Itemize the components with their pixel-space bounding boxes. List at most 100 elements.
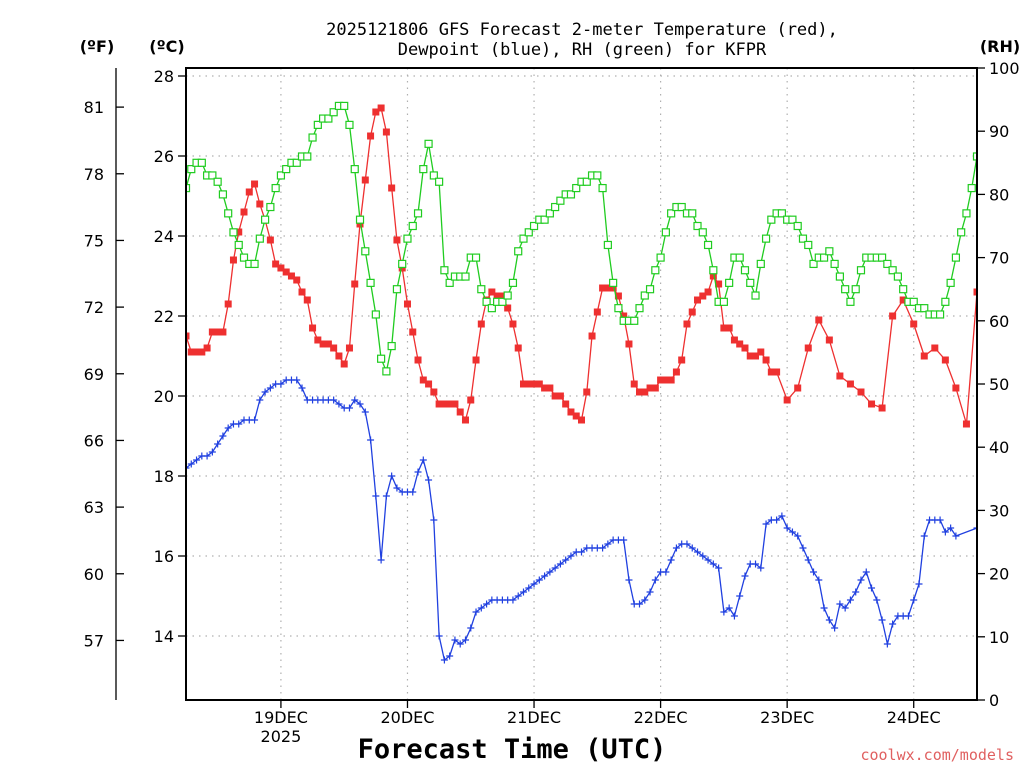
fahrenheit-unit-label: (ºF) (80, 37, 115, 56)
temperature-point (767, 368, 775, 376)
dewpoint-point (873, 596, 881, 604)
rh-point (413, 209, 423, 218)
rh-point (719, 297, 728, 306)
rh-point (709, 266, 718, 275)
dewpoint-point (330, 396, 338, 404)
temperature-point (266, 236, 274, 244)
dewpoint-point (762, 520, 770, 528)
rh-point (698, 228, 707, 237)
rh-point (218, 190, 228, 199)
dewpoint-point (636, 600, 644, 608)
temperature-point (382, 128, 390, 136)
dewpoint-point (646, 588, 654, 596)
rh-point (846, 297, 855, 306)
dewpoint-point (525, 584, 533, 592)
dewpoint-point (277, 380, 285, 388)
dewpoint-point (430, 516, 438, 524)
rh-point (830, 259, 839, 269)
rh-point (920, 304, 929, 313)
temperature-point (367, 132, 375, 140)
rh-point (440, 266, 449, 275)
temperature-point (562, 400, 570, 408)
fahrenheit-axis: 57 60 63 66 69 72 75 78 81 (84, 98, 124, 650)
dewpoint-point (393, 484, 401, 492)
dewpoint-point (578, 548, 585, 556)
temperature-point (625, 340, 633, 348)
temperature-point (846, 380, 854, 388)
fahrenheit-tick-label: 66 (84, 431, 104, 450)
temperature-point (746, 352, 754, 360)
temperature-point (699, 292, 707, 300)
temperature-point (409, 328, 417, 336)
rh-point (545, 209, 554, 218)
rh-point (809, 259, 818, 269)
rh-point (935, 310, 945, 319)
temperature-point (667, 376, 675, 384)
temperature-point (493, 292, 501, 300)
temperature-point (725, 324, 733, 332)
rh-point (239, 253, 249, 262)
temperature-point (694, 296, 702, 304)
rh-point (603, 240, 612, 250)
temperature-point (403, 300, 411, 308)
celsius-tick-label: 20 (154, 387, 174, 406)
rh-point (835, 272, 844, 281)
rh-point (725, 278, 734, 287)
dewpoint-point (730, 612, 738, 620)
dewpoint-point (483, 600, 491, 608)
rh-point (508, 278, 518, 287)
rh-point (551, 202, 560, 212)
fahrenheit-tick-label: 69 (84, 365, 104, 384)
rh-unit-label: (RH) (980, 37, 1020, 56)
rh-point (972, 152, 977, 161)
rh-tick-label: 80 (989, 185, 1009, 204)
rh-point (761, 234, 771, 243)
dewpoint-point (952, 532, 960, 540)
rh-point (645, 285, 655, 294)
rh-point (909, 297, 918, 306)
temperature-point (646, 384, 654, 392)
time-tick-year: 2025 (261, 727, 302, 746)
temperature-point (620, 312, 628, 320)
temperature-point (219, 328, 227, 336)
temperature-point (419, 376, 427, 384)
dewpoint-point (683, 540, 691, 548)
rh-point (313, 120, 322, 129)
rh-point (371, 310, 380, 319)
dewpoint-point (904, 612, 912, 620)
dewpoint-point (604, 540, 612, 548)
chart-title-line-2: Dewpoint (blue), RH (green) for KFPR (398, 40, 767, 60)
rh-point (445, 278, 454, 287)
fahrenheit-tick-label: 57 (84, 631, 104, 650)
rh-tick-label: 60 (989, 312, 1009, 331)
dewpoint-point (868, 584, 876, 592)
temperature-point (609, 284, 617, 292)
temperature-point (836, 372, 844, 380)
temperature-point (272, 260, 280, 268)
rh-point (893, 272, 903, 281)
dewpoint-point (187, 460, 195, 468)
temperature-point (351, 280, 359, 288)
rh-point (340, 101, 349, 111)
rh-point (524, 228, 533, 237)
temperature-point (593, 308, 601, 316)
dewpoint-point (256, 396, 264, 404)
rh-point (266, 202, 275, 212)
temperature-point (187, 348, 195, 356)
dewpoint-point (947, 524, 955, 532)
rh-point (461, 272, 470, 281)
temperature-point (340, 360, 348, 368)
temperature-point (303, 296, 311, 304)
dewpoint-point (556, 560, 564, 568)
rh-point (656, 253, 665, 262)
rh-point (941, 297, 950, 306)
temperature-point (572, 412, 580, 420)
temperature-point (567, 408, 575, 416)
dewpoint-point (709, 560, 717, 568)
dewpoint-point (530, 580, 538, 588)
temperature-point (440, 400, 448, 408)
dewpoint-point (519, 588, 527, 596)
dewpoint-point (351, 396, 359, 404)
